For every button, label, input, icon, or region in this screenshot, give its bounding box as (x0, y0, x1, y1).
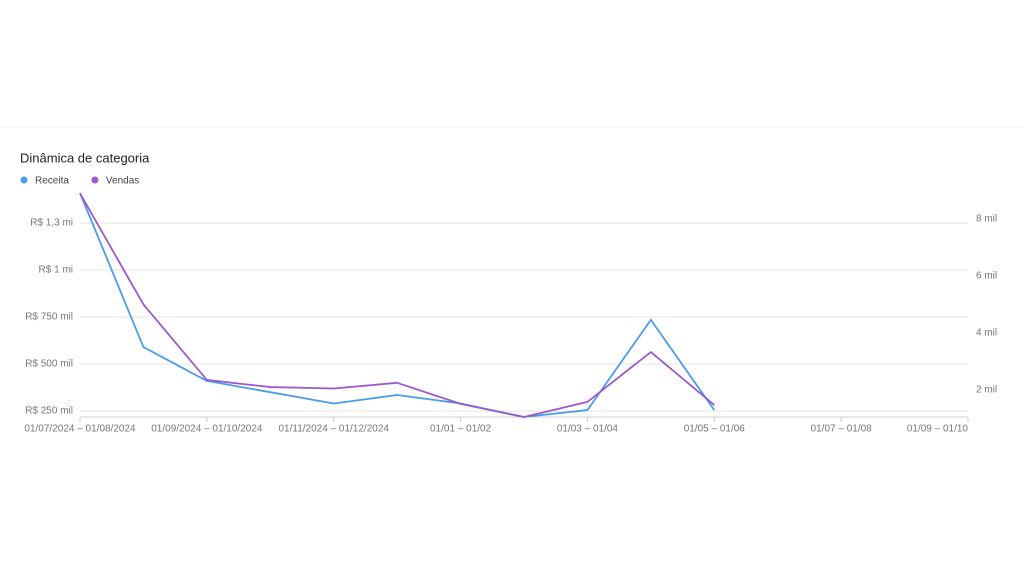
y2-tick-label: 2 mil (976, 385, 997, 396)
legend-marker (91, 176, 99, 184)
x-tick-label: 01/07 – 01/08 (811, 424, 873, 435)
y-tick-label: R$ 500 mil (25, 359, 73, 370)
y-tick-label: R$ 750 mil (25, 312, 73, 323)
y2-tick-label: 4 mil (976, 328, 997, 339)
y2-tick-label: 6 mil (976, 271, 997, 282)
x-tick-label: 01/11/2024 – 01/12/2024 (278, 424, 389, 435)
legend-label: Vendas (106, 176, 139, 187)
series-line (79, 192, 716, 418)
y2-tick-label: 8 mil (976, 214, 997, 225)
legend-label: Receita (35, 176, 69, 187)
y-tick-label: R$ 250 mil (25, 406, 73, 417)
legend-marker (20, 176, 28, 184)
y-tick-label: R$ 1 mi (39, 265, 73, 276)
x-tick-label: 01/01 – 01/02 (430, 424, 492, 435)
y-tick-label: R$ 1,3 mi (30, 218, 73, 229)
series-line (79, 192, 715, 418)
x-tick-label: 01/09 – 01/10 (907, 424, 969, 435)
x-tick-label: 01/09/2024 – 01/10/2024 (151, 424, 263, 435)
x-tick-label: 01/05 – 01/06 (684, 424, 746, 435)
x-tick-label: 01/03 – 01/04 (557, 424, 619, 435)
chart-title: Dinâmica de categoria (20, 150, 150, 165)
x-tick-label: 01/07/2024 – 01/08/2024 (24, 424, 136, 435)
